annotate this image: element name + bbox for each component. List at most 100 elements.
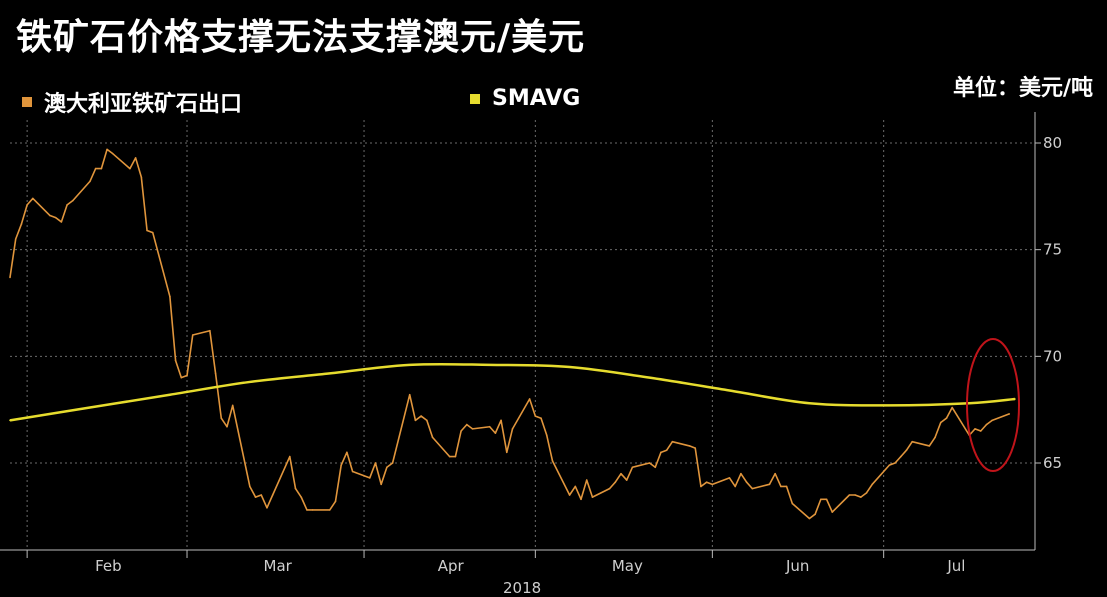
legend-item-smavg: SMAVG [470,86,580,111]
smavg-point [249,381,251,383]
iron-ore-point [785,485,788,488]
x-tick-label: Mar [264,557,293,575]
smavg-point [568,366,571,368]
smavg-point [648,376,651,379]
iron-ore-point [545,434,548,437]
iron-ore-point [271,494,274,496]
iron-ore-point [511,428,514,430]
iron-ore-point [420,415,422,417]
iron-ore-point [865,492,868,494]
iron-ore-point [488,425,491,428]
iron-ore-point [328,509,331,511]
iron-ore-point [825,498,828,501]
smavg-point [169,393,171,396]
iron-ore-point [94,167,97,170]
unit-label: 单位：美元/吨 [952,76,1093,101]
iron-ore-point [26,204,28,206]
iron-ore-point [254,496,257,498]
iron-ore-point [614,481,617,484]
iron-ore-point [745,481,748,484]
iron-ore-point [66,204,68,206]
grid [10,120,1035,550]
smavg-point [9,419,11,422]
iron-ore-point [226,425,228,428]
series-group [9,148,1016,520]
iron-ore-point [448,455,451,458]
iron-ore-point [500,419,502,422]
iron-ore-point [540,417,542,420]
iron-ore-point [808,517,811,520]
iron-ore-point [591,496,594,498]
iron-ore-point [9,276,11,279]
iron-ore-point [574,485,577,488]
iron-ore-point [814,513,816,515]
iron-ore-point [888,464,891,466]
smavg-point [89,406,91,409]
iron-ore-point [191,334,194,336]
iron-ore-point [905,449,908,452]
y-tick-label: 65 [1043,454,1062,472]
iron-ore-point [705,481,708,484]
iron-ore-point [460,430,462,432]
iron-ore-point [774,472,776,475]
iron-ore-point [60,221,63,223]
smavg-point [888,404,891,407]
iron-ore-point [831,511,834,513]
iron-ore-point [346,451,348,454]
iron-ore-point [820,498,822,501]
iron-ore-point [974,428,976,430]
y-tick-label: 80 [1043,134,1062,152]
iron-ore-point [186,374,188,377]
iron-ore-point [660,451,662,454]
iron-ore-point [528,398,531,400]
iron-ore-point [568,494,571,496]
chart-title: 铁矿石价格支撑无法支撑澳元/美元 [16,17,586,58]
iron-ore-point [386,466,388,469]
iron-ore-point [20,223,23,225]
iron-ore-point [214,372,217,375]
smavg-point [728,389,731,392]
iron-ore-point [951,406,953,409]
iron-ore-point [671,440,674,443]
smavg-point [328,372,331,375]
iron-ore-point [300,496,303,498]
iron-ore-point [454,455,457,458]
legend-swatch-smavg [470,93,480,104]
iron-ore-point [408,393,411,396]
iron-ore-point [734,485,736,488]
iron-ore-point [991,419,993,422]
iron-ore-point [100,167,103,170]
legend-swatch-iron-ore [22,97,32,107]
iron-ore-point [466,423,468,426]
iron-ore-point [169,295,171,298]
iron-ore-point [380,483,382,486]
iron-ore-point [72,199,74,202]
iron-ore-point [939,421,942,424]
iron-ore-point [580,498,582,501]
iron-ore-point [711,483,714,486]
iron-ore-point [494,432,497,434]
iron-ore-point [231,404,234,407]
x-tick-label: Feb [95,557,122,575]
legend-item-iron-ore: 澳大利亚铁矿石出口 [22,86,242,118]
iron-ore-point [151,231,154,234]
iron-ore-point [32,197,34,200]
iron-ore-point [740,472,742,475]
x-tick-label: May [612,557,643,575]
iron-ore-point [266,507,268,509]
iron-ore-point [426,419,428,422]
iron-ore-point [306,509,308,511]
smavg-point [408,364,411,366]
iron-ore-point [140,176,143,178]
iron-ore-point [551,460,554,462]
iron-ore-point [854,494,856,496]
iron-ore-point [146,229,148,232]
iron-ore-point [631,466,634,469]
iron-ore-point [89,180,91,183]
iron-ore-point [391,462,394,464]
iron-ore-point [49,214,51,217]
smavg-point [968,402,971,405]
iron-ore-line [9,148,1010,520]
iron-ore-point [928,445,931,447]
